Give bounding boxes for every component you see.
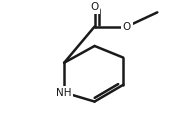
Text: O: O xyxy=(123,22,131,32)
Text: O: O xyxy=(90,2,99,12)
Text: NH: NH xyxy=(56,88,72,98)
